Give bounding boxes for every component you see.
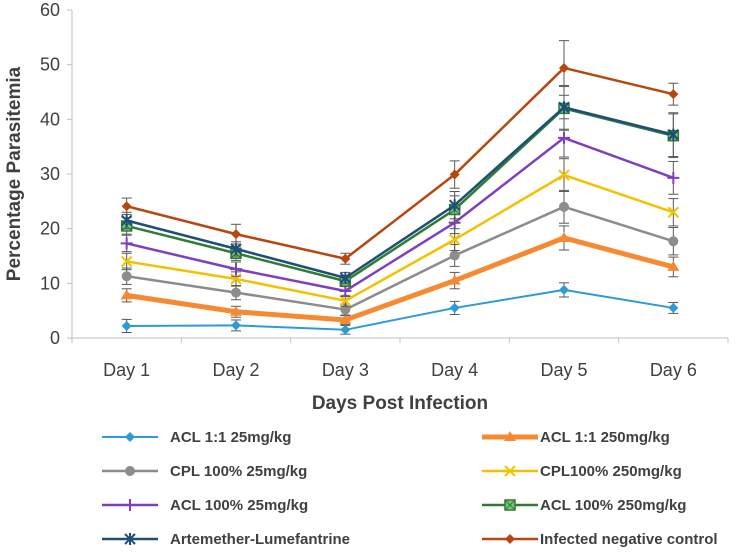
x-axis-title: Days Post Infection bbox=[312, 393, 488, 414]
x-axis: Day 1 Day 2 Day 3 Day 4 Day 5 Day 6 bbox=[71, 337, 729, 380]
legend-marker bbox=[505, 534, 515, 544]
legend-marker bbox=[504, 431, 516, 441]
data-point bbox=[668, 302, 679, 313]
series-3 bbox=[120, 158, 680, 307]
y-tick-label: 60 bbox=[40, 0, 60, 20]
x-tick-label: Day 4 bbox=[431, 360, 478, 380]
x-tick-label: Day 5 bbox=[540, 360, 587, 380]
data-point bbox=[339, 313, 352, 324]
y-tick-label: 50 bbox=[40, 55, 60, 75]
data-point bbox=[230, 305, 242, 316]
legend-item: Infected negative control bbox=[482, 531, 718, 548]
legend-marker bbox=[125, 432, 135, 442]
legend-label: Infected negative control bbox=[540, 531, 718, 548]
legend-label: Artemether-Lumefantrine bbox=[170, 531, 350, 548]
legend-marker bbox=[124, 499, 136, 511]
data-point bbox=[668, 89, 679, 100]
x-tick-label: Day 3 bbox=[322, 360, 369, 380]
y-tick-label: 0 bbox=[50, 328, 60, 348]
legend-marker bbox=[124, 533, 136, 545]
legend-item: ACL 100% 250mg/kg bbox=[482, 497, 686, 514]
data-point bbox=[340, 324, 351, 335]
legend-marker bbox=[125, 466, 135, 476]
series-line bbox=[126, 235, 674, 323]
x-tick-label: Day 1 bbox=[103, 360, 150, 380]
y-tick-label: 30 bbox=[40, 164, 60, 184]
legend-marker bbox=[504, 465, 516, 477]
data-point bbox=[667, 171, 680, 184]
data-point bbox=[558, 169, 570, 181]
series-4 bbox=[120, 118, 680, 297]
data-point bbox=[558, 131, 570, 144]
series-line bbox=[126, 66, 674, 260]
legend-label: CPL 100% 25mg/kg bbox=[170, 463, 307, 480]
data-point bbox=[120, 289, 133, 300]
y-tick-label: 40 bbox=[40, 109, 60, 129]
data-point bbox=[120, 237, 133, 250]
data-point bbox=[230, 242, 242, 255]
data-point bbox=[558, 231, 570, 242]
data-point bbox=[448, 233, 461, 246]
data-point bbox=[667, 206, 680, 218]
series-6 bbox=[120, 84, 680, 284]
legend-marker bbox=[504, 499, 516, 511]
data-point bbox=[121, 271, 132, 282]
data-point bbox=[558, 101, 570, 114]
series-line bbox=[126, 106, 674, 280]
legend-label: ACL 100% 250mg/kg bbox=[540, 497, 686, 514]
series-line bbox=[126, 107, 674, 283]
data-point bbox=[449, 250, 460, 261]
y-tick-label: 20 bbox=[40, 219, 60, 239]
data-point bbox=[448, 274, 461, 285]
data-point bbox=[559, 201, 569, 212]
y-tick-label: 10 bbox=[40, 273, 60, 293]
data-point bbox=[231, 229, 241, 240]
series-line bbox=[126, 136, 674, 293]
series-2 bbox=[121, 189, 679, 316]
data-point bbox=[121, 201, 132, 212]
legend-item: ACL 100% 25mg/kg bbox=[102, 497, 308, 514]
legend-item: CPL100% 250mg/kg bbox=[482, 463, 682, 480]
legend: ACL 1:1 25mg/kg ACL 1:1 250mg/kg CPL 100% … bbox=[102, 429, 718, 548]
legend-item: Artemether-Lumefantrine bbox=[102, 531, 350, 548]
data-point bbox=[449, 302, 460, 313]
x-tick-label: Day 6 bbox=[650, 360, 697, 380]
data-point bbox=[230, 263, 242, 276]
data-point bbox=[667, 260, 680, 271]
legend-label: ACL 1:1 25mg/kg bbox=[170, 429, 291, 446]
data-point bbox=[120, 255, 133, 268]
legend-item: ACL 1:1 250mg/kg bbox=[482, 429, 670, 446]
data-point bbox=[339, 271, 352, 284]
data-point bbox=[340, 304, 351, 315]
data-point bbox=[230, 273, 242, 285]
data-point bbox=[667, 128, 680, 141]
data-point bbox=[448, 199, 461, 212]
series-line bbox=[126, 205, 674, 311]
data-point bbox=[231, 287, 241, 298]
series-line bbox=[126, 173, 674, 303]
y-axis-title: Percentage Parasitemia bbox=[4, 66, 25, 281]
series-layer bbox=[120, 40, 680, 335]
series-7 bbox=[121, 40, 679, 265]
x-tick-label: Day 2 bbox=[212, 360, 259, 380]
legend-item: ACL 1:1 25mg/kg bbox=[102, 429, 291, 446]
legend-label: CPL100% 250mg/kg bbox=[540, 463, 682, 480]
series-0 bbox=[121, 282, 679, 335]
series-line bbox=[126, 288, 674, 331]
data-point bbox=[231, 320, 241, 331]
data-point bbox=[559, 62, 569, 73]
data-point bbox=[120, 214, 133, 227]
data-point bbox=[668, 236, 679, 247]
series-1 bbox=[120, 225, 680, 325]
data-point bbox=[559, 284, 569, 295]
data-point bbox=[449, 169, 460, 180]
y-axis: 0 10 20 30 40 50 60 bbox=[40, 0, 73, 348]
data-point bbox=[121, 320, 132, 331]
data-point bbox=[340, 253, 351, 264]
legend-label: ACL 100% 25mg/kg bbox=[170, 497, 308, 514]
data-point bbox=[339, 295, 352, 307]
legend-label: ACL 1:1 250mg/kg bbox=[540, 429, 670, 446]
legend-item: CPL 100% 25mg/kg bbox=[102, 463, 307, 480]
